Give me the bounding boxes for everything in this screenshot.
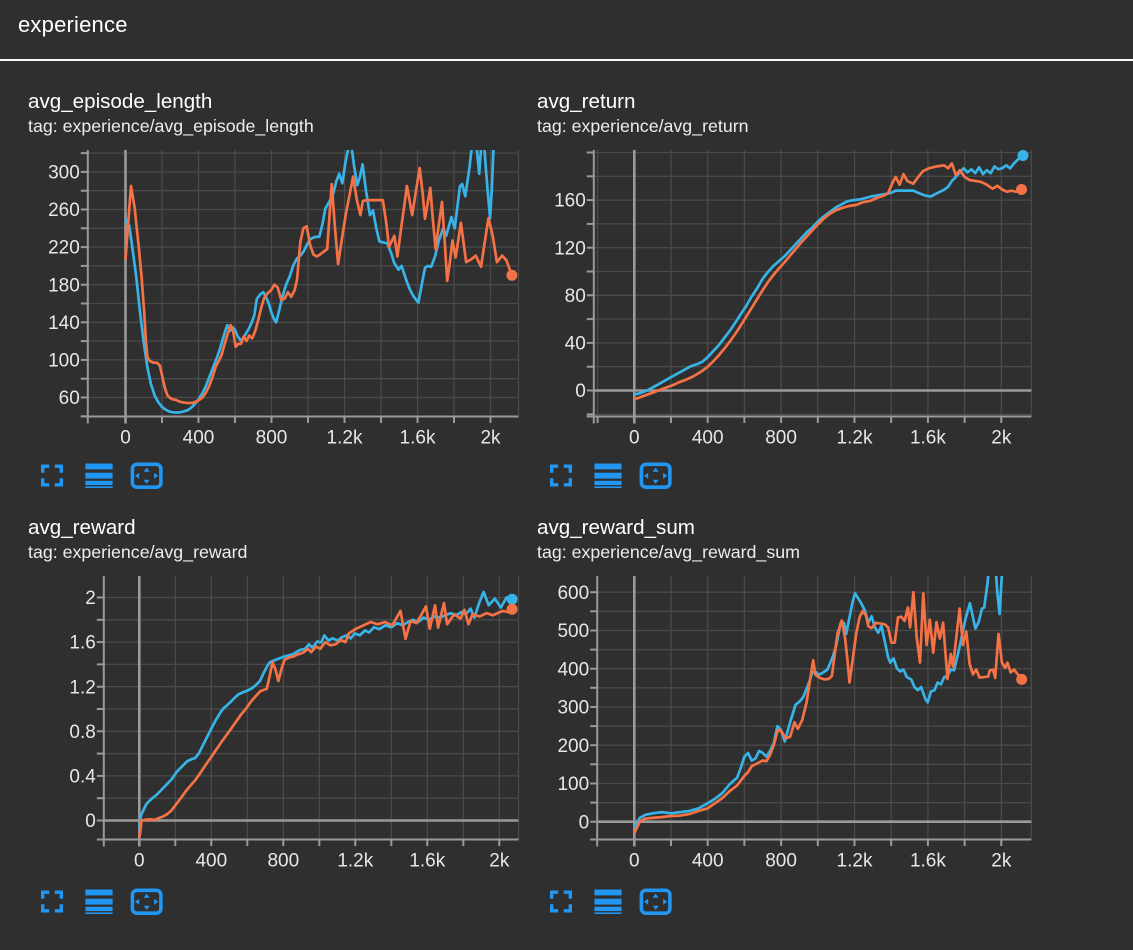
svg-text:2k: 2k xyxy=(480,428,501,449)
svg-text:200: 200 xyxy=(557,736,589,757)
svg-text:1.2k: 1.2k xyxy=(837,428,873,449)
svg-text:400: 400 xyxy=(692,428,724,449)
svg-text:60: 60 xyxy=(59,388,80,409)
svg-text:0.4: 0.4 xyxy=(69,767,96,788)
svg-text:1.2k: 1.2k xyxy=(837,851,873,872)
svg-text:800: 800 xyxy=(765,428,797,449)
svg-text:140: 140 xyxy=(48,313,80,334)
svg-text:0: 0 xyxy=(629,428,640,449)
svg-text:600: 600 xyxy=(557,583,589,604)
svg-text:300: 300 xyxy=(557,698,589,719)
svg-text:180: 180 xyxy=(48,275,80,296)
svg-text:80: 80 xyxy=(565,286,586,307)
svg-text:1.2: 1.2 xyxy=(69,677,95,698)
svg-text:260: 260 xyxy=(48,200,80,221)
svg-text:800: 800 xyxy=(267,851,299,872)
svg-text:160: 160 xyxy=(554,191,586,212)
svg-text:400: 400 xyxy=(692,851,724,872)
svg-text:2k: 2k xyxy=(489,851,510,872)
svg-text:40: 40 xyxy=(565,334,586,355)
svg-text:1.6: 1.6 xyxy=(69,633,95,654)
svg-text:0.8: 0.8 xyxy=(69,722,95,743)
svg-text:400: 400 xyxy=(195,851,227,872)
svg-text:0: 0 xyxy=(85,811,96,832)
svg-text:0: 0 xyxy=(120,428,131,449)
svg-text:1.6k: 1.6k xyxy=(409,851,445,872)
svg-text:100: 100 xyxy=(48,351,80,372)
svg-text:400: 400 xyxy=(183,428,215,449)
svg-text:400: 400 xyxy=(557,659,589,680)
svg-text:0: 0 xyxy=(575,381,586,402)
svg-text:1.6k: 1.6k xyxy=(910,851,946,872)
svg-text:1.2k: 1.2k xyxy=(337,851,373,872)
svg-text:120: 120 xyxy=(554,238,586,259)
svg-text:800: 800 xyxy=(256,428,288,449)
svg-text:2k: 2k xyxy=(991,851,1012,872)
svg-text:500: 500 xyxy=(557,621,589,642)
svg-text:0: 0 xyxy=(579,812,590,833)
svg-text:1.2k: 1.2k xyxy=(327,428,363,449)
svg-text:0: 0 xyxy=(134,851,145,872)
svg-text:800: 800 xyxy=(765,851,797,872)
svg-text:300: 300 xyxy=(48,163,80,184)
svg-text:1.6k: 1.6k xyxy=(400,428,436,449)
svg-text:220: 220 xyxy=(48,238,80,259)
svg-text:2: 2 xyxy=(85,588,96,609)
svg-text:100: 100 xyxy=(557,774,589,795)
svg-text:0: 0 xyxy=(629,851,640,872)
svg-text:1.6k: 1.6k xyxy=(910,428,946,449)
svg-text:2k: 2k xyxy=(991,428,1012,449)
